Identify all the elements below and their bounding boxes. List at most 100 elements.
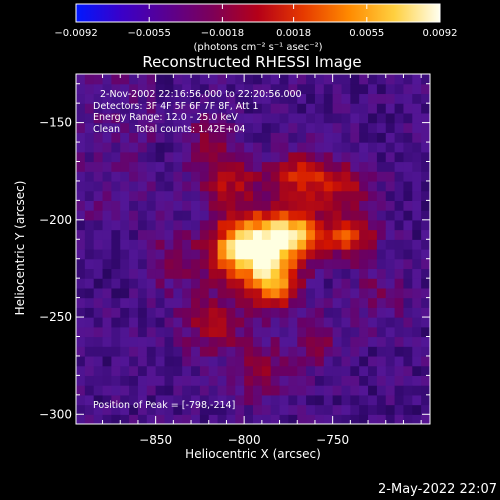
heatmap-cell: [394, 190, 405, 201]
heatmap-cell: [350, 307, 360, 318]
heatmap-cell: [403, 307, 413, 318]
heatmap-cell: [359, 83, 369, 95]
heatmap-cell: [288, 83, 298, 95]
heatmap-cell: [421, 112, 430, 124]
heatmap-cell: [191, 200, 201, 211]
heatmap-cell: [314, 394, 325, 406]
heatmap-cell: [155, 200, 166, 211]
heatmap-cell: [102, 268, 112, 279]
heatmap-cell: [288, 278, 298, 289]
heatmap-cell: [217, 74, 228, 85]
heatmap-cell: [235, 93, 245, 104]
heatmap-cell: [129, 190, 139, 201]
heatmap-cell: [385, 210, 396, 221]
heatmap-cell: [332, 180, 343, 192]
heatmap-cell: [226, 258, 236, 270]
heatmap-cell: [111, 287, 121, 299]
heatmap-cell: [288, 210, 298, 221]
heatmap-cell: [253, 249, 263, 260]
heatmap-cell: [314, 112, 325, 124]
heatmap-cell: [111, 249, 121, 260]
heatmap-cell: [341, 287, 351, 299]
heatmap-cell: [111, 355, 121, 367]
heatmap-cell: [226, 385, 236, 396]
heatmap-cell: [226, 355, 236, 367]
heatmap-cell: [84, 317, 95, 328]
heatmap-cell: [253, 355, 263, 367]
heatmap-cell: [84, 210, 95, 221]
heatmap-cell: [146, 219, 157, 231]
heatmap-cell: [146, 394, 157, 406]
heatmap-cell: [253, 375, 263, 386]
heatmap-cell: [306, 151, 316, 163]
heatmap-cell: [270, 365, 281, 376]
heatmap-cell: [244, 278, 254, 289]
heatmap-cell: [332, 200, 343, 211]
heatmap-cell: [208, 180, 219, 192]
heatmap-cell: [137, 151, 148, 163]
heatmap-cell: [412, 414, 422, 424]
heatmap-cell: [368, 151, 378, 163]
heatmap-cell: [270, 122, 281, 133]
heatmap-cell: [217, 414, 228, 424]
heatmap-cell: [359, 171, 369, 182]
heatmap-cell: [403, 365, 413, 376]
heatmap-cell: [394, 83, 405, 95]
heatmap-cell: [394, 142, 405, 153]
heatmap-cell: [102, 239, 112, 250]
y-tick-label: −300: [39, 407, 72, 421]
heatmap-cell: [137, 336, 148, 347]
x-tick-label: −750: [316, 433, 349, 447]
heatmap-cell: [323, 93, 334, 104]
heatmap-cell: [306, 180, 316, 192]
heatmap-cell: [341, 83, 351, 95]
heatmap-cell: [350, 278, 360, 289]
x-axis-label: Heliocentric X (arcsec): [185, 447, 321, 461]
heatmap-cell: [261, 278, 272, 289]
heatmap-cell: [341, 151, 351, 163]
heatmap-cell: [261, 307, 272, 318]
heatmap-cell: [332, 83, 343, 95]
heatmap-cell: [191, 394, 201, 406]
heatmap-cell: [120, 132, 130, 143]
heatmap-cell: [421, 219, 430, 231]
heatmap-cell: [137, 258, 148, 270]
heatmap-cell: [359, 355, 369, 367]
heatmap-cell: [341, 268, 351, 279]
heatmap-cell: [341, 336, 351, 347]
heatmap-cell: [76, 336, 86, 347]
heatmap-cell: [244, 103, 254, 114]
heatmap-cell: [199, 83, 210, 95]
heatmap-cell: [403, 297, 413, 308]
heatmap-cell: [155, 258, 166, 270]
heatmap-cell: [253, 317, 263, 328]
heatmap-cell: [102, 365, 112, 376]
heatmap-cell: [403, 161, 413, 172]
heatmap-cell: [297, 365, 307, 376]
heatmap-cell: [385, 74, 396, 85]
heatmap-cell: [341, 219, 351, 231]
heatmap-cell: [244, 210, 254, 221]
heatmap-cell: [261, 297, 272, 308]
heatmap-cell: [244, 93, 254, 104]
heatmap-cell: [111, 375, 121, 386]
heatmap-cell: [137, 375, 148, 386]
heatmap-cell: [421, 317, 430, 328]
heatmap-cell: [368, 142, 378, 153]
heatmap-cell: [76, 258, 86, 270]
heatmap-cell: [93, 297, 104, 308]
heatmap-cell: [129, 394, 139, 406]
heatmap-cell: [403, 180, 413, 192]
heatmap-cell: [164, 200, 174, 211]
heatmap-cell: [359, 287, 369, 299]
heatmap-cell: [111, 394, 121, 406]
heatmap-cell: [261, 210, 272, 221]
heatmap-cell: [93, 307, 104, 318]
heatmap-cell: [146, 171, 157, 182]
heatmap-cell: [226, 394, 236, 406]
heatmap-cell: [359, 132, 369, 143]
heatmap-cell: [182, 375, 192, 386]
heatmap-cell: [368, 414, 378, 424]
heatmap-cell: [394, 239, 405, 250]
heatmap-cell: [376, 355, 387, 367]
